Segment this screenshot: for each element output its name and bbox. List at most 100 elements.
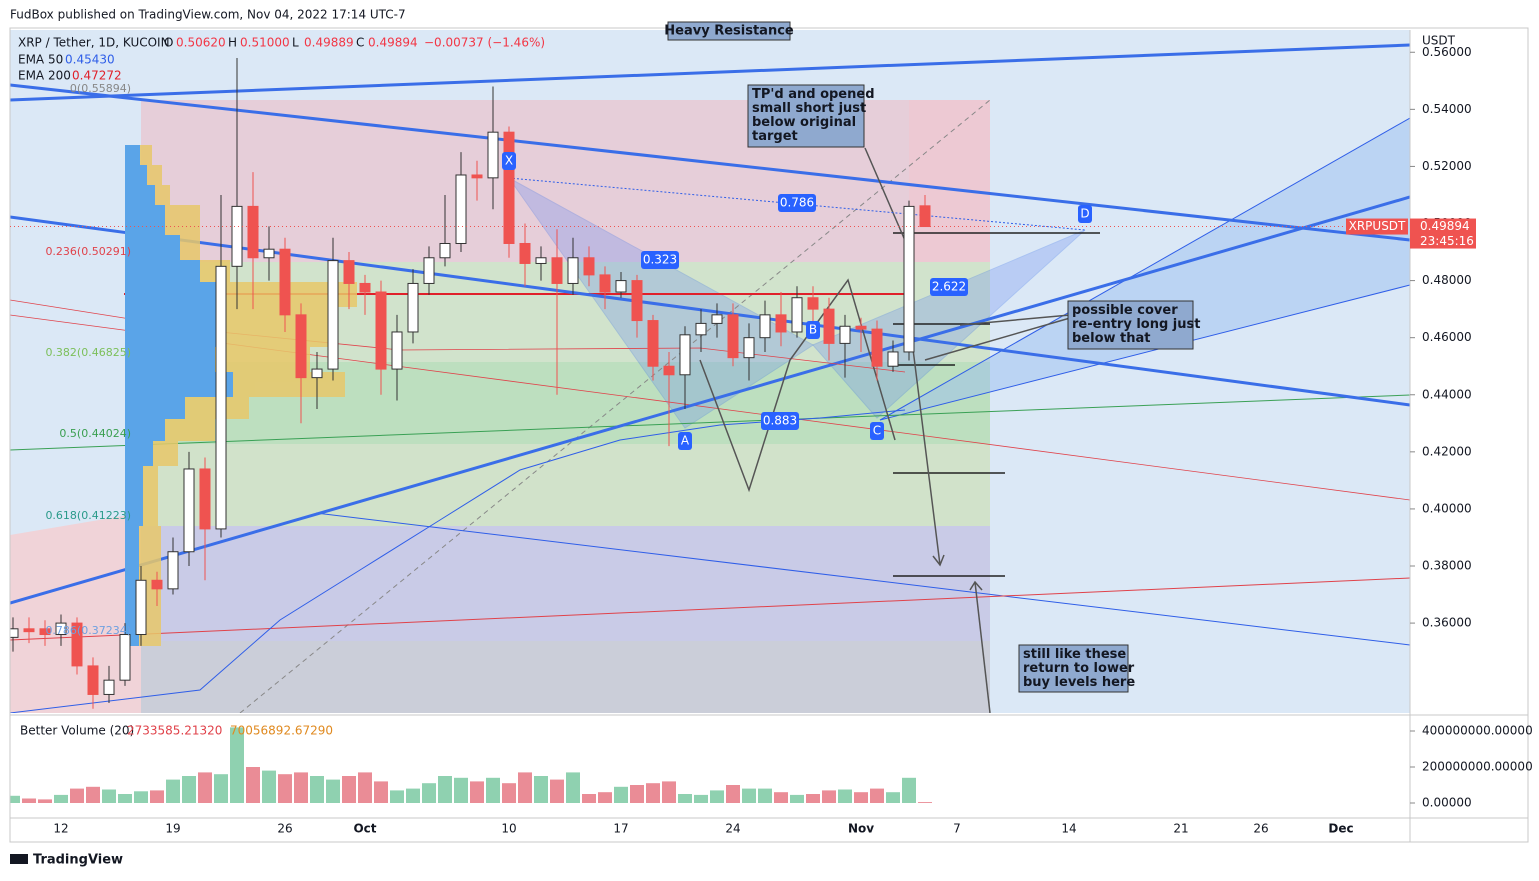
candle-body bbox=[503, 131, 515, 244]
volume-readout: 2733585.21320 bbox=[127, 724, 222, 738]
candle-body bbox=[215, 265, 227, 530]
ema-value: 0.47272 bbox=[72, 69, 122, 83]
volume-bar bbox=[742, 788, 756, 803]
ohlc-label: L bbox=[292, 36, 299, 50]
volume-bar bbox=[902, 777, 916, 803]
pattern-point-box bbox=[1078, 205, 1092, 223]
candle-body bbox=[247, 205, 259, 259]
volume-bars bbox=[10, 727, 932, 803]
volume-bar bbox=[198, 772, 212, 803]
candle-body bbox=[39, 628, 51, 636]
ema-name: EMA 200 bbox=[18, 69, 71, 83]
candle-body bbox=[343, 260, 355, 284]
volume-bar bbox=[470, 781, 484, 803]
volume-bar bbox=[566, 772, 580, 803]
candle-body bbox=[151, 579, 163, 590]
volume-bar bbox=[70, 788, 84, 803]
candle-body bbox=[55, 622, 67, 636]
volume-bar bbox=[630, 785, 644, 803]
candle-body bbox=[855, 325, 867, 330]
publisher: FudBox published on TradingView.com, Nov… bbox=[10, 8, 406, 22]
volume-bar bbox=[438, 776, 452, 803]
volume-bar bbox=[230, 727, 244, 803]
pattern-point-box bbox=[502, 152, 516, 170]
volume-bar bbox=[886, 792, 900, 803]
price-tag-text: 0.49894 bbox=[1420, 219, 1470, 233]
annotation-box bbox=[747, 84, 865, 148]
volume-bar bbox=[870, 788, 884, 803]
x-tick-label: Oct bbox=[353, 822, 376, 836]
volume-bar bbox=[166, 779, 180, 803]
candle-body bbox=[87, 665, 99, 695]
candle-body bbox=[10, 628, 19, 638]
ema-name: EMA 50 bbox=[18, 53, 63, 67]
ratio-label: 2.622 bbox=[932, 280, 966, 294]
ratio-box bbox=[761, 412, 799, 430]
volume-bar bbox=[86, 786, 100, 803]
ohlc-value: 0.49894 bbox=[368, 36, 418, 50]
symbol-tag-text: XRPUSDT bbox=[1349, 219, 1406, 233]
volume-bar bbox=[582, 794, 596, 803]
candle-body bbox=[535, 257, 547, 264]
candle-body bbox=[839, 325, 851, 344]
y-tick-label: 0.38000 bbox=[1422, 559, 1472, 573]
volume-bar bbox=[22, 798, 36, 803]
volume-bar bbox=[806, 794, 820, 803]
candle-body bbox=[903, 205, 915, 353]
x-tick-label: 24 bbox=[725, 822, 740, 836]
volume-bar bbox=[390, 790, 404, 803]
x-tick-label: 12 bbox=[53, 822, 68, 836]
pattern-point-box bbox=[870, 422, 884, 440]
candle-body bbox=[455, 174, 467, 244]
ratio-box bbox=[930, 278, 968, 296]
ohlc-label: O bbox=[164, 36, 173, 50]
volume-bar bbox=[118, 794, 132, 803]
annotation: TP'd and opened small short just below ori… bbox=[752, 87, 875, 144]
x-tick-label: 17 bbox=[613, 822, 628, 836]
volume-bar bbox=[774, 792, 788, 803]
candle-body bbox=[375, 291, 387, 370]
candle-body bbox=[103, 679, 115, 695]
candle-body bbox=[919, 205, 931, 228]
fib-label: 0.786(0.37234) bbox=[45, 624, 131, 637]
ohlc-value: 0.50620 bbox=[176, 36, 226, 50]
x-tick-label: 10 bbox=[501, 822, 516, 836]
candle-body bbox=[359, 282, 371, 293]
annotation-box bbox=[1067, 300, 1194, 350]
candle-body bbox=[439, 242, 451, 259]
volume-bar bbox=[278, 774, 292, 803]
volume-bar bbox=[214, 774, 228, 803]
y-tick-label: 0.44000 bbox=[1422, 387, 1472, 401]
x-tick-label: 21 bbox=[1173, 822, 1188, 836]
ema-value: 0.45430 bbox=[65, 53, 115, 67]
pattern-point: D bbox=[1080, 207, 1089, 221]
candle-body bbox=[743, 337, 755, 359]
volume-bar bbox=[454, 777, 468, 803]
y-tick-label: 0.36000 bbox=[1422, 616, 1472, 630]
footer-brand: TradingView bbox=[33, 853, 123, 868]
candle-body bbox=[887, 351, 899, 367]
candle-body bbox=[423, 257, 435, 284]
candle-body bbox=[791, 297, 803, 333]
volume-bar bbox=[326, 779, 340, 803]
candle-body bbox=[663, 365, 675, 376]
y-tick-label: 0.40000 bbox=[1422, 501, 1472, 515]
y-tick-label: 0.42000 bbox=[1422, 444, 1472, 458]
x-tick-label: Nov bbox=[848, 822, 874, 836]
pattern-point: A bbox=[681, 434, 690, 448]
candle-body bbox=[279, 248, 291, 316]
symbol: XRP / Tether, 1D, KUCOIN bbox=[18, 36, 170, 50]
volume-bar bbox=[374, 781, 388, 803]
volume-bar bbox=[838, 789, 852, 803]
fib-label: 0.382(0.46825) bbox=[45, 346, 131, 359]
volume-bar bbox=[310, 776, 324, 803]
ratio-label: 0.323 bbox=[643, 253, 677, 267]
volume-bar bbox=[10, 795, 20, 803]
candle-body bbox=[199, 468, 211, 530]
candle-body bbox=[727, 314, 739, 359]
y-tick-label: 0.56000 bbox=[1422, 45, 1472, 59]
candle-body bbox=[567, 257, 579, 284]
ohlc-label: H bbox=[228, 36, 237, 50]
volume-bar bbox=[918, 802, 932, 803]
